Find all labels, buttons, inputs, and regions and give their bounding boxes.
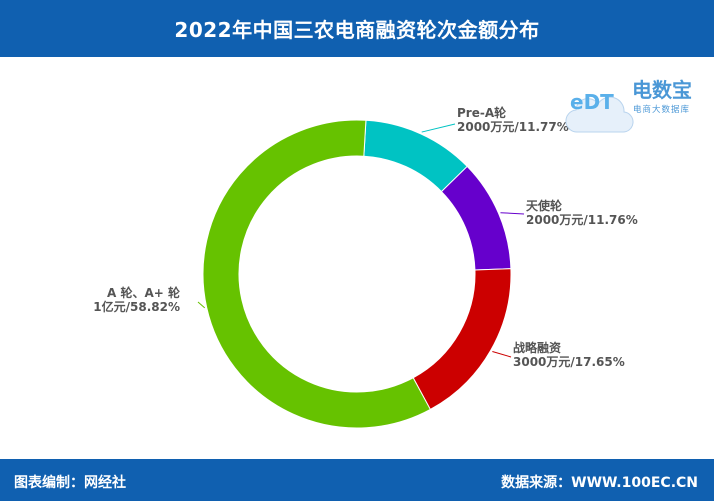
logo-subtitle: 电商大数据库: [633, 105, 691, 115]
slice-a-round-leader-line: [197, 301, 206, 309]
donut-chart-area: Pre-A轮 2000万元/11.77% 天使轮 2000万元/11.76% 战略融资 3…: [0, 57, 714, 459]
footer-compiler: 图表编制：网经社: [14, 475, 126, 491]
slice-pre-a-label-value: 2000万元/11.77%: [457, 120, 569, 134]
logo-icon: eDT: [565, 90, 634, 133]
slice-angel: [440, 165, 512, 271]
logo-name: 电数宝: [632, 78, 692, 102]
slice-angel-label-name: 天使轮: [526, 198, 563, 213]
logo-mark: eDT: [570, 90, 614, 114]
slice-strategic-leader-line: [492, 351, 512, 358]
slice-a-round: [202, 119, 431, 429]
slice-strategic-label-name: 战略融资: [513, 340, 561, 355]
footer-bar: 图表编制：网经社 数据来源：WWW.100EC.CN: [0, 459, 714, 501]
slice-a-round-label-name: A 轮、A+ 轮: [107, 285, 181, 300]
slice-pre-a-label-name: Pre-A轮: [457, 105, 507, 120]
footer-source: 数据来源：WWW.100EC.CN: [501, 475, 698, 491]
slice-angel-leader-line: [500, 212, 525, 215]
slice-strategic: [412, 268, 512, 411]
slice-angel-label-value: 2000万元/11.76%: [526, 213, 638, 227]
slice-a-round-label-value: 1亿元/58.82%: [93, 299, 180, 314]
slice-strategic-label-value: 3000万元/17.65%: [513, 355, 625, 369]
slice-pre-a-leader-line: [421, 123, 456, 133]
chart-title: 2022年中国三农电商融资轮次金额分布: [174, 18, 540, 42]
chart-title-bar: 2022年中国三农电商融资轮次金额分布: [0, 0, 714, 57]
